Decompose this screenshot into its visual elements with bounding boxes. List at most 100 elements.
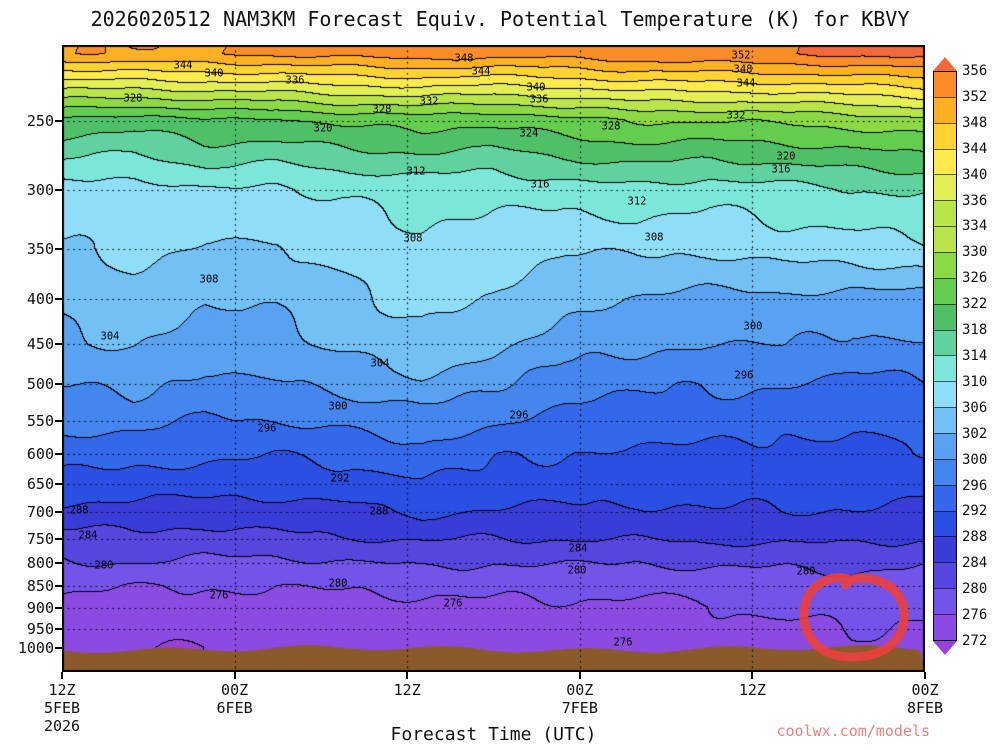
colorbar-label: 272 — [962, 633, 988, 649]
colorbar-band — [934, 122, 956, 149]
x-axis-tick-mark — [578, 672, 581, 679]
colorbar-band — [934, 329, 956, 356]
contour-label: 276 — [443, 597, 463, 610]
colorbar-band — [934, 407, 956, 434]
colorbar-label: 322 — [962, 296, 988, 313]
y-axis-tick-label: 300 — [26, 180, 54, 199]
x-axis-date-label: 8FEB — [906, 699, 944, 717]
contour-label: 312 — [627, 195, 647, 208]
y-axis-tick-mark — [55, 647, 62, 650]
y-axis-tick-mark — [55, 343, 62, 346]
contour-label: 276 — [209, 589, 229, 602]
colorbar-label: 288 — [962, 529, 988, 546]
y-axis-tick-label: 750 — [26, 529, 54, 548]
x-axis-tick-mark — [406, 672, 409, 679]
y-axis-tick-label: 850 — [26, 577, 54, 596]
contour-label: 336 — [285, 74, 305, 87]
x-axis-tick-mark — [924, 672, 926, 679]
x-axis-date-label: 6FEB — [216, 699, 253, 717]
contour-label: 288 — [369, 505, 389, 518]
colorbar-label: 300 — [962, 451, 988, 468]
y-axis-tick-label: 400 — [26, 290, 54, 309]
colorbar-band — [934, 277, 956, 304]
colorbar-band — [934, 72, 956, 97]
y-axis-tick-mark — [55, 511, 62, 514]
colorbar-band — [934, 252, 956, 278]
contour-label: 340 — [204, 67, 224, 80]
contour-label: 296 — [509, 409, 529, 422]
thetae-field-canvas — [62, 45, 925, 672]
x-axis-tick-mark — [751, 672, 754, 679]
watermark-text: coolwx.com/models — [776, 722, 930, 740]
contour-label: 328 — [372, 103, 392, 116]
contour-label: 348 — [454, 52, 474, 65]
x-axis-tick-label: 00Z — [566, 681, 594, 699]
colorbar-band — [934, 562, 956, 589]
chart-title: 2026020512 NAM3KM Forecast Equiv. Potent… — [90, 7, 910, 31]
colorbar-label: 348 — [962, 114, 988, 131]
x-axis-date-label: 5FEB — [43, 699, 81, 717]
colorbar-label: 352 — [962, 88, 988, 105]
y-axis-tick-mark — [55, 188, 62, 191]
contour-label: 328 — [123, 92, 143, 105]
contour-label: 308 — [403, 232, 423, 245]
colorbar-label: 334 — [962, 218, 988, 235]
contour-label: 332 — [726, 109, 746, 122]
y-axis-tick-mark — [55, 419, 62, 422]
y-axis-tick-label: 550 — [26, 411, 54, 430]
colorbar-band — [934, 381, 956, 408]
contour-label: 320 — [776, 150, 796, 163]
colorbar-band — [934, 355, 956, 382]
y-axis-tick-mark — [55, 627, 62, 630]
colorbar-band — [934, 484, 956, 511]
x-axis-tick-mark — [233, 672, 236, 679]
colorbar-label: 302 — [962, 425, 988, 442]
y-axis-tick-label: 900 — [26, 598, 54, 617]
colorbar-band — [934, 200, 956, 227]
y-axis-tick-label: 1000 — [17, 639, 54, 658]
x-axis-tick-label: 00Z — [911, 681, 939, 699]
contour-label: 284 — [568, 542, 588, 555]
y-axis-tick-mark — [55, 452, 62, 455]
contour-label: 288 — [69, 504, 89, 517]
colorbar-top-arrow — [933, 57, 957, 71]
colorbar-band — [934, 510, 956, 537]
y-axis-tick-mark — [55, 383, 62, 386]
contour-label: 304 — [370, 357, 390, 370]
x-axis-date-label: 7FEB — [561, 699, 598, 717]
contour-label: 344 — [471, 65, 491, 78]
contour-label: 324 — [519, 127, 539, 140]
colorbar-label: 336 — [962, 192, 988, 209]
colorbar-band — [934, 614, 956, 640]
y-axis-tick-mark — [55, 562, 62, 565]
colorbar-band — [934, 226, 956, 253]
contour-label: 280 — [567, 564, 587, 577]
colorbar-label: 306 — [962, 399, 988, 416]
contour-label: 332 — [419, 95, 439, 108]
y-axis-tick-label: 700 — [26, 503, 54, 522]
y-axis-tick-label: 600 — [26, 444, 54, 463]
y-axis-tick-mark — [55, 537, 62, 540]
colorbar-label: 318 — [962, 322, 988, 339]
y-axis-tick-mark — [55, 585, 62, 588]
contour-label: 296 — [257, 422, 277, 435]
contour-label: 304 — [100, 330, 120, 343]
contour-label: 340 — [526, 81, 546, 94]
y-axis-tick-mark — [55, 483, 62, 486]
y-axis-tick-label: 250 — [26, 111, 54, 130]
colorbar-label: 330 — [962, 244, 988, 261]
contour-label: 316 — [771, 163, 791, 176]
colorbar-band — [934, 588, 956, 615]
colorbar-band — [934, 433, 956, 459]
colorbar-band — [934, 303, 956, 330]
contour-label: 280 — [328, 577, 348, 590]
x-axis-tick-label: 12Z — [738, 681, 766, 699]
contour-label: 344 — [736, 77, 756, 90]
y-axis-tick-label: 950 — [26, 619, 54, 638]
y-axis-tick-mark — [55, 247, 62, 250]
contour-label: 344 — [173, 59, 193, 72]
colorbar-label: 314 — [962, 348, 988, 364]
x-axis-year-label: 2026 — [43, 717, 81, 735]
x-axis-tick-label: 12Z — [48, 681, 76, 699]
x-axis-tick-mark — [61, 672, 63, 679]
